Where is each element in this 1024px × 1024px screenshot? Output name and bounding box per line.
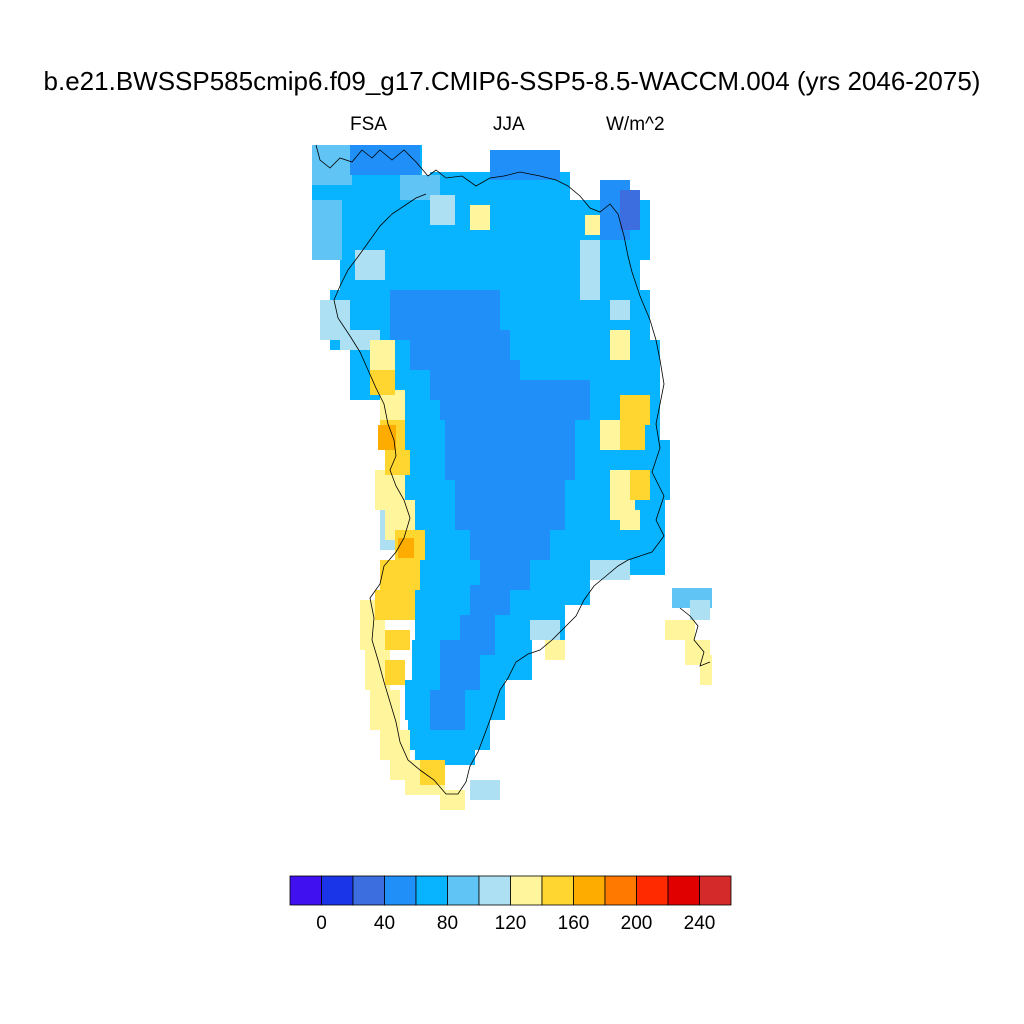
plot-title: b.e21.BWSSP585cmip6.f09_g17.CMIP6-SSP5-8… [43, 66, 981, 96]
map-cell [470, 205, 490, 230]
colorbar-box [447, 875, 480, 906]
season-label: JJA [493, 114, 525, 135]
map-cell [385, 630, 410, 650]
map-cell [580, 240, 600, 300]
map-cell [690, 600, 710, 620]
colorbar-box [667, 875, 700, 906]
map-cell [380, 730, 410, 760]
map-cell [385, 660, 405, 685]
map-cell [610, 330, 630, 360]
map-cell [455, 480, 565, 530]
map-cell [620, 420, 645, 450]
colorbar-box [636, 875, 669, 906]
colorbar-box [289, 875, 322, 906]
colorbar-box [384, 875, 417, 906]
map-cell [630, 470, 650, 500]
map-cell [440, 640, 480, 690]
map-cell [610, 300, 630, 320]
colorbar-box [573, 875, 606, 906]
map-cell [470, 530, 550, 560]
map-cell [585, 215, 600, 235]
map-cell [370, 690, 400, 730]
colorbar-tick-label: 160 [558, 913, 590, 934]
colorbar-box [352, 875, 385, 906]
units-label: W/m^2 [606, 114, 665, 135]
colorbar-box [604, 875, 637, 906]
colorbar-tick-label: 120 [495, 913, 527, 934]
map-cell [530, 620, 560, 640]
map-cell [312, 145, 352, 185]
map-cell [312, 200, 342, 260]
colorbar-tick-labels: 0 40 80 120 160 200 240 [316, 913, 715, 934]
map-cell [620, 190, 640, 230]
map-cell [470, 585, 510, 615]
colorbar-tick-label: 40 [374, 913, 395, 934]
map-cells [312, 145, 712, 810]
map-cell [440, 790, 465, 810]
map-cell [378, 425, 396, 450]
colorbar-box [415, 875, 448, 906]
colorbar-boxes [289, 875, 732, 906]
colorbar-tick-label: 80 [437, 913, 458, 934]
colorbar-tick-label: 240 [684, 913, 716, 934]
map-cell [490, 150, 560, 180]
coastline-east-island [679, 607, 711, 667]
map-cell [430, 195, 455, 225]
map-cell [370, 340, 395, 370]
map-cell [380, 560, 420, 590]
colorbar-tick-label: 200 [621, 913, 653, 934]
map-cell [398, 538, 414, 558]
map-cell [470, 780, 500, 800]
map-cell [375, 590, 415, 620]
coastline [315, 144, 665, 795]
map-cell [355, 250, 385, 280]
map-cell [665, 620, 695, 640]
colorbar-tick-label: 0 [316, 913, 327, 934]
map-cell [600, 420, 620, 450]
colorbar-box [541, 875, 574, 906]
colorbar-box [510, 875, 543, 906]
map-cell [440, 380, 590, 420]
map-cell [370, 370, 395, 395]
map-cell [430, 690, 465, 730]
colorbar-box [699, 875, 732, 906]
colorbar-box [478, 875, 511, 906]
map-cell [545, 640, 565, 660]
map-cell [445, 420, 575, 480]
map-cell [385, 450, 410, 475]
colorbar-box [321, 875, 354, 906]
map-cell [620, 510, 640, 530]
variable-label: FSA [350, 114, 387, 135]
